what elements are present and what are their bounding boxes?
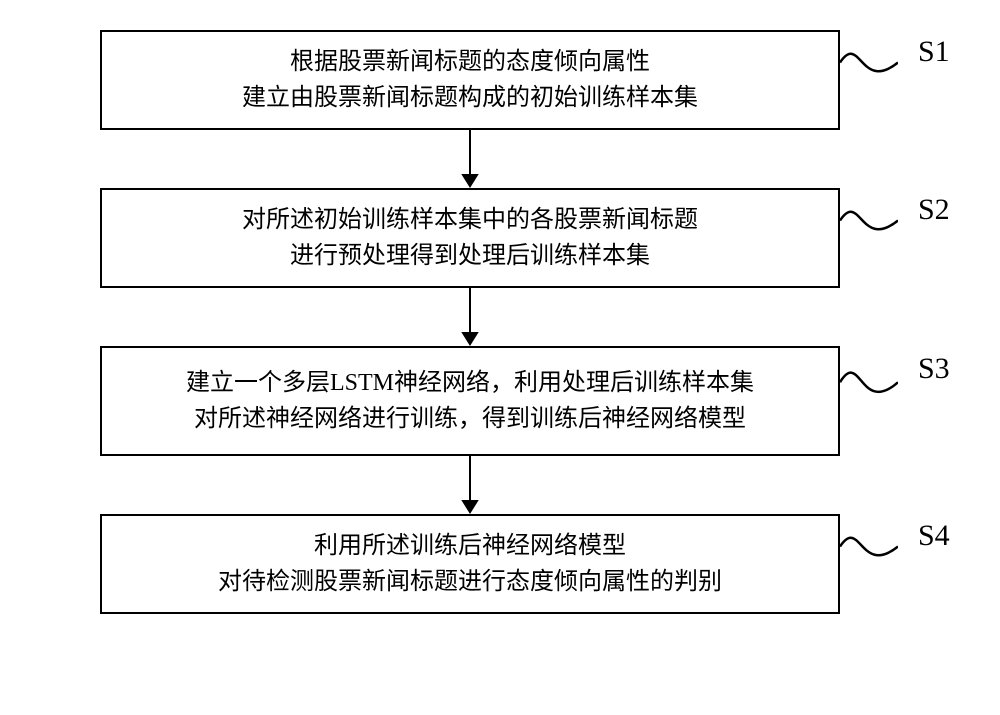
- flow-step-label: S4: [918, 519, 950, 553]
- step-connector: [840, 352, 898, 413]
- flow-step-text: 对所述初始训练样本集中的各股票新闻标题: [242, 202, 698, 238]
- flow-arrow-container: [40, 288, 960, 346]
- flow-arrow-icon: [454, 288, 486, 346]
- step-connector: [840, 193, 898, 248]
- flow-step-box: 对所述初始训练样本集中的各股票新闻标题进行预处理得到处理后训练样本集: [100, 188, 840, 288]
- step-connector: [840, 35, 898, 90]
- flow-arrow-container: [40, 130, 960, 188]
- flow-step-label: S3: [918, 352, 950, 386]
- flow-arrow-container: [40, 456, 960, 514]
- flow-step-text: 根据股票新闻标题的态度倾向属性: [290, 44, 650, 80]
- flow-step-row: 根据股票新闻标题的态度倾向属性建立由股票新闻标题构成的初始训练样本集 S1: [40, 30, 960, 130]
- flow-step-text: 进行预处理得到处理后训练样本集: [290, 238, 650, 274]
- flow-arrow-icon: [454, 130, 486, 188]
- flow-step-box: 根据股票新闻标题的态度倾向属性建立由股票新闻标题构成的初始训练样本集: [100, 30, 840, 130]
- flow-step-text: 建立一个多层LSTM神经网络，利用处理后训练样本集: [186, 365, 754, 401]
- flow-step-label: S1: [918, 35, 950, 69]
- flow-step-text: 对所述神经网络进行训练，得到训练后神经网络模型: [194, 401, 746, 437]
- flowchart-container: 根据股票新闻标题的态度倾向属性建立由股票新闻标题构成的初始训练样本集 S1 对所述初…: [40, 30, 960, 614]
- flow-step-text: 建立由股票新闻标题构成的初始训练样本集: [242, 80, 698, 116]
- flow-step-box: 建立一个多层LSTM神经网络，利用处理后训练样本集对所述神经网络进行训练，得到训…: [100, 346, 840, 456]
- flow-step-row: 对所述初始训练样本集中的各股票新闻标题进行预处理得到处理后训练样本集 S2: [40, 188, 960, 288]
- flow-step-row: 建立一个多层LSTM神经网络，利用处理后训练样本集对所述神经网络进行训练，得到训…: [40, 346, 960, 456]
- flow-step-text: 利用所述训练后神经网络模型: [314, 528, 626, 564]
- step-connector: [840, 519, 898, 574]
- flow-arrow-icon: [454, 456, 486, 514]
- flow-step-box: 利用所述训练后神经网络模型对待检测股票新闻标题进行态度倾向属性的判别: [100, 514, 840, 614]
- flow-step-text: 对待检测股票新闻标题进行态度倾向属性的判别: [218, 564, 722, 600]
- flow-step-label: S2: [918, 193, 950, 227]
- flow-step-row: 利用所述训练后神经网络模型对待检测股票新闻标题进行态度倾向属性的判别 S4: [40, 514, 960, 614]
